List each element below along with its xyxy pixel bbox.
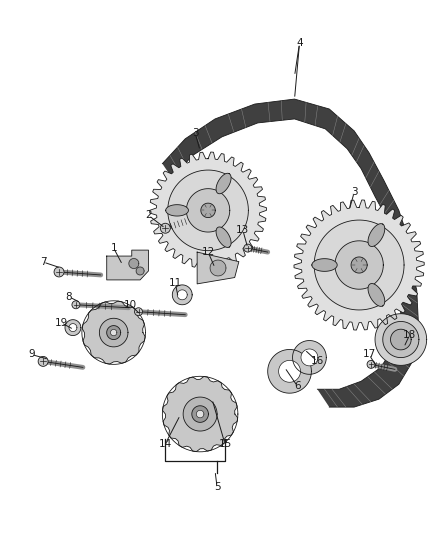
Polygon shape — [129, 259, 139, 269]
Polygon shape — [293, 341, 326, 374]
Text: 4: 4 — [296, 38, 303, 49]
Polygon shape — [69, 324, 77, 332]
Polygon shape — [375, 314, 427, 365]
Text: 1: 1 — [110, 243, 117, 253]
Polygon shape — [177, 290, 187, 300]
Polygon shape — [216, 173, 231, 194]
Polygon shape — [168, 170, 248, 251]
Text: 6: 6 — [294, 381, 301, 391]
Circle shape — [38, 357, 48, 366]
Polygon shape — [65, 320, 81, 336]
Circle shape — [54, 267, 64, 277]
Circle shape — [72, 301, 80, 309]
Circle shape — [367, 360, 375, 368]
Polygon shape — [172, 285, 192, 305]
Text: 14: 14 — [159, 439, 172, 449]
Polygon shape — [183, 397, 217, 431]
Text: 2: 2 — [145, 211, 152, 220]
Polygon shape — [216, 227, 231, 247]
Text: 7: 7 — [40, 257, 46, 267]
Polygon shape — [368, 284, 385, 306]
Polygon shape — [268, 350, 311, 393]
Text: 11: 11 — [169, 278, 182, 288]
Text: 17: 17 — [362, 350, 376, 359]
Polygon shape — [318, 240, 419, 407]
Polygon shape — [107, 250, 148, 280]
Polygon shape — [368, 224, 385, 246]
Text: 3: 3 — [351, 188, 357, 197]
Polygon shape — [351, 257, 367, 273]
Polygon shape — [312, 259, 337, 271]
Polygon shape — [197, 252, 239, 284]
Text: 13: 13 — [236, 225, 250, 235]
Text: 8: 8 — [66, 292, 72, 302]
Polygon shape — [82, 301, 145, 364]
Text: 3: 3 — [192, 128, 198, 138]
Polygon shape — [335, 241, 383, 289]
Polygon shape — [196, 410, 204, 418]
Polygon shape — [294, 200, 424, 330]
Polygon shape — [187, 189, 230, 232]
Text: 5: 5 — [214, 482, 220, 491]
Circle shape — [244, 244, 252, 252]
Polygon shape — [279, 360, 300, 382]
Polygon shape — [192, 406, 208, 422]
Polygon shape — [210, 260, 226, 276]
Polygon shape — [383, 321, 419, 358]
Text: 16: 16 — [311, 357, 324, 366]
Text: 10: 10 — [124, 300, 137, 310]
Polygon shape — [162, 376, 238, 451]
Polygon shape — [301, 349, 318, 366]
Polygon shape — [314, 220, 404, 310]
Polygon shape — [136, 267, 144, 275]
Text: 9: 9 — [28, 350, 35, 359]
Polygon shape — [150, 152, 266, 269]
Text: 19: 19 — [54, 318, 67, 328]
Text: 12: 12 — [201, 247, 215, 257]
Text: 18: 18 — [403, 329, 417, 340]
Text: 15: 15 — [218, 439, 232, 449]
Polygon shape — [166, 205, 188, 216]
Polygon shape — [99, 318, 128, 347]
Polygon shape — [107, 326, 120, 340]
Polygon shape — [110, 329, 117, 336]
Polygon shape — [162, 99, 409, 253]
Polygon shape — [391, 329, 411, 350]
Circle shape — [134, 308, 142, 316]
Polygon shape — [201, 203, 215, 217]
Circle shape — [160, 223, 170, 233]
